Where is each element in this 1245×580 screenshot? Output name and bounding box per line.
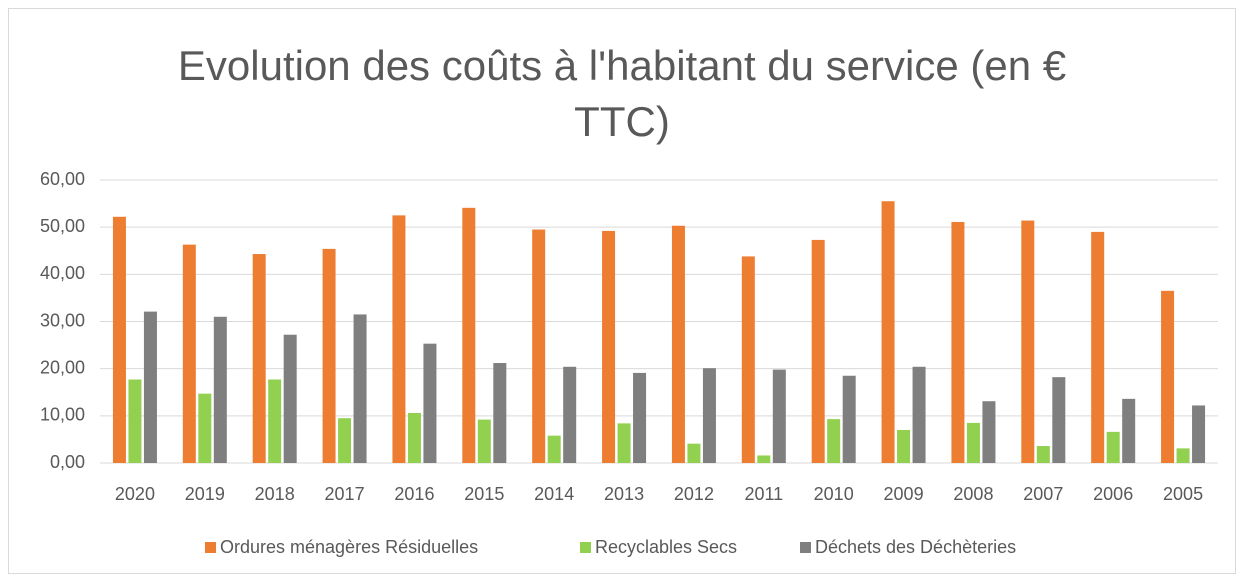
x-tick-label: 2016 bbox=[394, 484, 434, 504]
chart-title: Evolution des coûts à l'habitant du serv… bbox=[177, 42, 1067, 145]
bar bbox=[283, 334, 297, 463]
bar bbox=[1021, 220, 1035, 463]
y-tick-label: 30,00 bbox=[40, 310, 85, 330]
legend-swatch bbox=[580, 542, 591, 553]
x-tick-label: 2008 bbox=[953, 484, 993, 504]
bar bbox=[268, 379, 282, 463]
bar bbox=[477, 419, 491, 463]
legend-label: Recyclables Secs bbox=[595, 537, 737, 557]
legend-label: Ordures ménagères Résiduelles bbox=[220, 537, 478, 557]
bar bbox=[213, 316, 227, 463]
bar bbox=[897, 429, 911, 463]
x-tick-label: 2006 bbox=[1093, 484, 1133, 504]
bar bbox=[462, 207, 476, 463]
bar bbox=[353, 314, 367, 463]
y-tick-label: 20,00 bbox=[40, 357, 85, 377]
bar bbox=[1106, 431, 1120, 463]
bar bbox=[392, 215, 406, 463]
bar bbox=[322, 248, 336, 463]
bar bbox=[757, 455, 771, 463]
bar bbox=[423, 343, 437, 463]
y-tick-label: 60,00 bbox=[40, 169, 85, 189]
x-tick-label: 2019 bbox=[185, 484, 225, 504]
bar bbox=[1161, 290, 1175, 463]
x-tick-label: 2018 bbox=[255, 484, 295, 504]
bar bbox=[182, 244, 196, 463]
chart-frame bbox=[8, 8, 1236, 574]
bar bbox=[912, 366, 926, 463]
y-tick-label: 10,00 bbox=[40, 405, 85, 425]
x-tick-label: 2017 bbox=[325, 484, 365, 504]
bar bbox=[1122, 398, 1136, 463]
bar bbox=[811, 239, 825, 463]
x-tick-label: 2005 bbox=[1163, 484, 1203, 504]
y-tick-label: 40,00 bbox=[40, 263, 85, 283]
x-tick-label: 2015 bbox=[464, 484, 504, 504]
bar bbox=[702, 368, 716, 463]
bar bbox=[407, 413, 421, 463]
bar bbox=[881, 201, 895, 463]
bar bbox=[563, 366, 577, 463]
x-tick-label: 2009 bbox=[884, 484, 924, 504]
y-tick-label: 50,00 bbox=[40, 216, 85, 236]
bar bbox=[842, 375, 856, 463]
bar bbox=[602, 230, 616, 463]
x-tick-label: 2010 bbox=[814, 484, 854, 504]
x-tick-label: 2014 bbox=[534, 484, 574, 504]
bar bbox=[982, 401, 996, 463]
bar bbox=[198, 393, 212, 463]
bar bbox=[772, 369, 786, 463]
legend-label: Déchets des Déchèteries bbox=[815, 537, 1016, 557]
bar bbox=[1052, 377, 1066, 463]
bar bbox=[671, 225, 685, 463]
bar bbox=[532, 229, 546, 463]
bar bbox=[633, 372, 647, 463]
bar bbox=[252, 254, 266, 463]
bar bbox=[687, 443, 701, 463]
bar bbox=[1036, 446, 1050, 463]
bar bbox=[741, 256, 755, 463]
x-tick-label: 2012 bbox=[674, 484, 714, 504]
bar bbox=[1091, 231, 1105, 463]
bar bbox=[143, 311, 157, 463]
bar bbox=[493, 363, 507, 463]
bar bbox=[338, 418, 352, 463]
bar bbox=[617, 423, 631, 463]
bar bbox=[827, 419, 841, 463]
legend-swatch bbox=[205, 542, 216, 553]
bar bbox=[951, 221, 965, 463]
bar bbox=[966, 422, 980, 463]
bar bbox=[1192, 405, 1206, 463]
bar bbox=[112, 216, 126, 463]
x-tick-label: 2013 bbox=[604, 484, 644, 504]
x-tick-label: 2007 bbox=[1023, 484, 1063, 504]
bar bbox=[1176, 448, 1190, 463]
bar bbox=[128, 379, 142, 463]
x-tick-label: 2011 bbox=[744, 484, 783, 504]
x-tick-label: 2020 bbox=[115, 484, 155, 504]
bar bbox=[547, 435, 561, 463]
legend-swatch bbox=[800, 542, 811, 553]
y-tick-label: 0,00 bbox=[50, 452, 85, 472]
